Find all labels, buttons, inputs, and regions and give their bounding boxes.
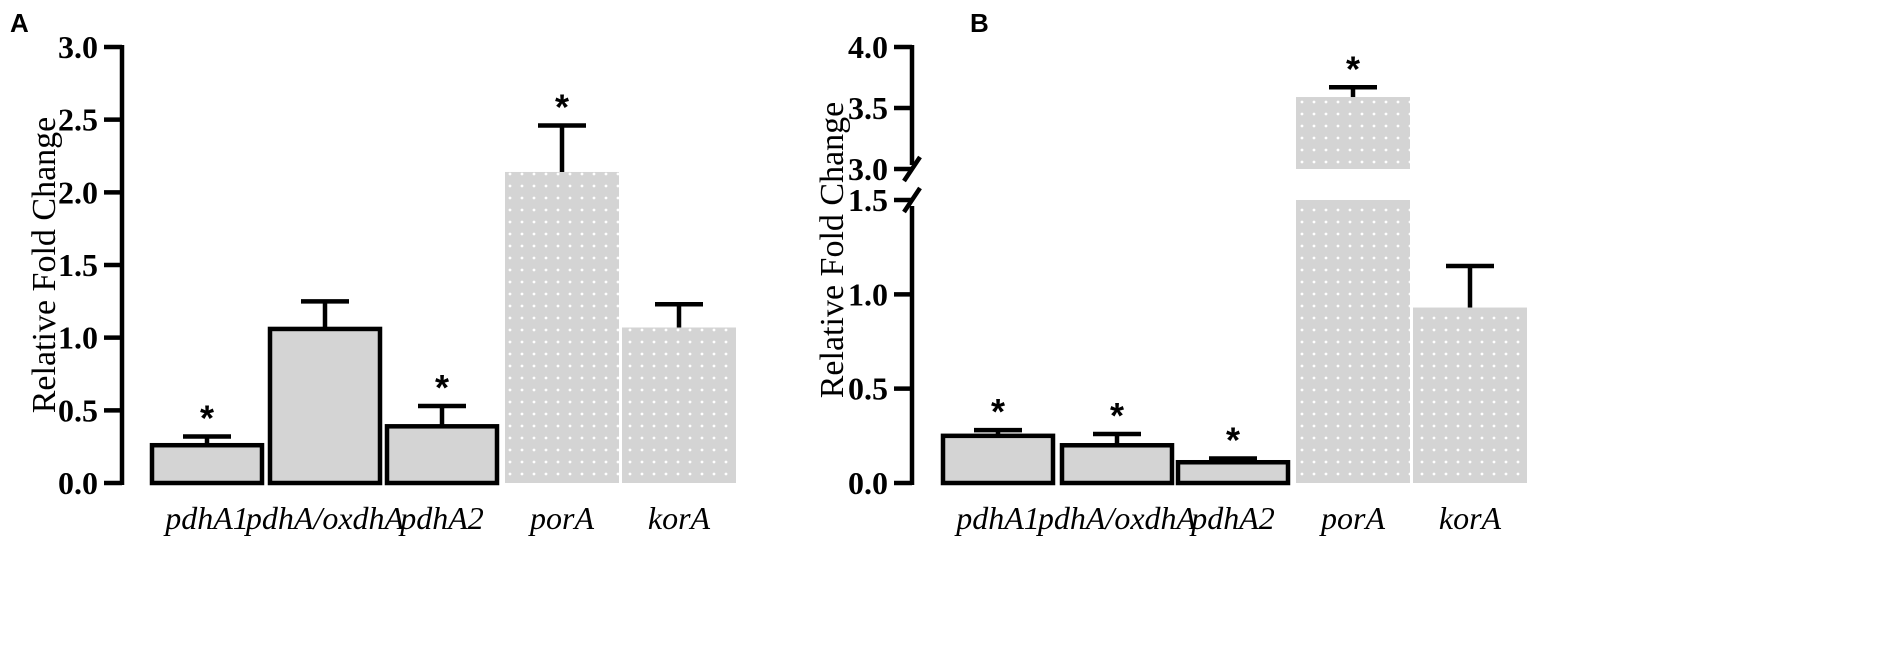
panel-label-a: A [10,8,29,38]
y-tick-label: 1.0 [58,320,98,356]
x-category-label: pdhA/oxdhA [244,500,405,536]
significance-star: * [1110,395,1124,436]
x-category-label: pdhA1 [163,500,249,536]
y-tick-label: 1.5 [58,247,98,283]
y-tick-label: 3.0 [848,151,888,187]
y-tick-label: 0.0 [848,465,888,501]
y-tick-label: 1.0 [848,276,888,312]
bar [384,424,500,486]
significance-star: * [555,86,569,127]
y-tick-label: 1.5 [848,182,888,218]
x-category-label: pdhA/oxdhA [1036,500,1197,536]
bar [505,171,619,483]
y-tick-label: 3.0 [58,29,98,65]
x-category-label: pdhA2 [398,500,484,536]
bar-upper-segment [1296,97,1410,169]
y-tick-label: 3.5 [848,90,888,126]
significance-star: * [1226,419,1240,460]
bar [940,433,1056,486]
x-category-label: pdhA1 [954,500,1040,536]
y-axis-label: Relative Fold Change [814,102,851,399]
chart-panel-a: 0.0 0.5 1.0 1.5 2.0 2.5 3.0 Relative Fold Chang… [26,29,736,536]
bar [1413,307,1527,483]
bar [622,327,736,483]
y-tick-label: 0.5 [848,371,888,407]
significance-star: * [435,367,449,408]
x-category-label: porA [528,500,594,536]
significance-star: * [200,397,214,438]
bar [267,326,383,486]
x-category-label: pdhA2 [1189,500,1275,536]
x-category-label: korA [1439,500,1502,536]
y-tick-label: 4.0 [848,29,888,65]
y-axis-label: Relative Fold Change [26,117,63,414]
bar-lower-segment [1296,200,1410,483]
y-tick-label: 0.5 [58,392,98,428]
bar [1059,443,1175,486]
y-tick-label: 2.5 [58,102,98,138]
significance-star: * [991,391,1005,432]
chart-panel-b: 0.0 0.5 1.0 1.53.0 3.5 4.0 Relative Fold Chang… [814,29,1527,536]
bar [149,442,265,486]
panel-label-b: B [970,8,989,38]
y-tick-label: 0.0 [58,465,98,501]
y-tick-label: 2.0 [58,174,98,210]
significance-star: * [1346,48,1360,89]
x-category-label: korA [648,500,711,536]
bar [1175,459,1291,486]
x-category-label: porA [1319,500,1385,536]
